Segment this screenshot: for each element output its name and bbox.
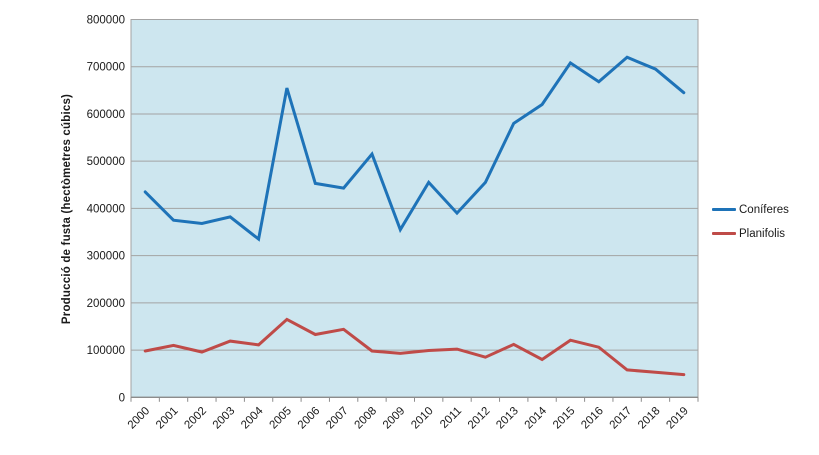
series-line-coníferes <box>143 55 686 242</box>
legend-item-planifolis: Planifolis <box>712 226 789 241</box>
x-tick-label: 2008 <box>353 405 380 432</box>
y-tick-label: 400000 <box>87 203 125 215</box>
x-tick-label: 2015 <box>551 405 578 432</box>
y-tick-label: 600000 <box>87 109 125 121</box>
legend-item-coniferes: Coníferes <box>712 202 789 217</box>
x-tick-label: 2003 <box>211 405 238 432</box>
x-tick-label: 2006 <box>296 405 323 432</box>
x-tick-label: 2010 <box>409 405 436 432</box>
x-tick-label: 2005 <box>267 405 294 432</box>
x-tick-label: 2001 <box>154 405 181 432</box>
y-tick-label: 100000 <box>87 345 125 357</box>
x-tick-label: 2000 <box>126 405 153 432</box>
x-tick-label: 2016 <box>579 405 606 432</box>
legend-label-coniferes: Coníferes <box>739 203 789 216</box>
x-tick-label: 2007 <box>324 405 351 432</box>
legend-label-planifolis: Planifolis <box>739 227 786 240</box>
y-tick-label: 200000 <box>87 298 125 310</box>
y-tick-label: 500000 <box>87 156 125 168</box>
y-tick-label: 300000 <box>87 251 125 263</box>
x-tick-label: 2017 <box>608 405 635 432</box>
x-tick-label: 2018 <box>636 405 663 432</box>
x-tick-label: 2012 <box>466 405 493 432</box>
y-tick-label: 0 <box>119 392 125 404</box>
x-tick-label: 2002 <box>182 405 209 432</box>
x-tick-label: 2014 <box>523 405 550 432</box>
series-line-planifolis <box>143 317 686 377</box>
coniferes-line-swatch <box>712 208 736 211</box>
y-tick-label: 700000 <box>87 62 125 74</box>
y-tick-label: 800000 <box>87 15 125 27</box>
x-tick-label: 2009 <box>381 405 408 432</box>
legend: Coníferes Planifolis <box>712 202 789 241</box>
x-tick-label: 2019 <box>664 405 691 432</box>
planifolis-line-swatch <box>712 232 736 235</box>
x-tick-label: 2011 <box>438 405 464 431</box>
x-tick-label: 2013 <box>494 405 521 432</box>
x-tick-label: 2004 <box>239 405 266 432</box>
